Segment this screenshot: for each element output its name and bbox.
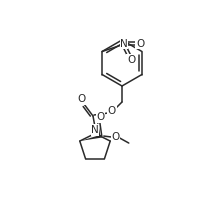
Text: O: O [111,132,119,142]
Polygon shape [79,135,102,141]
Text: O: O [107,106,116,116]
Text: O: O [96,112,104,122]
Text: O: O [135,38,143,49]
Text: N: N [120,38,127,49]
Text: O: O [126,54,135,64]
Text: N: N [91,125,98,135]
Text: O: O [78,94,86,104]
